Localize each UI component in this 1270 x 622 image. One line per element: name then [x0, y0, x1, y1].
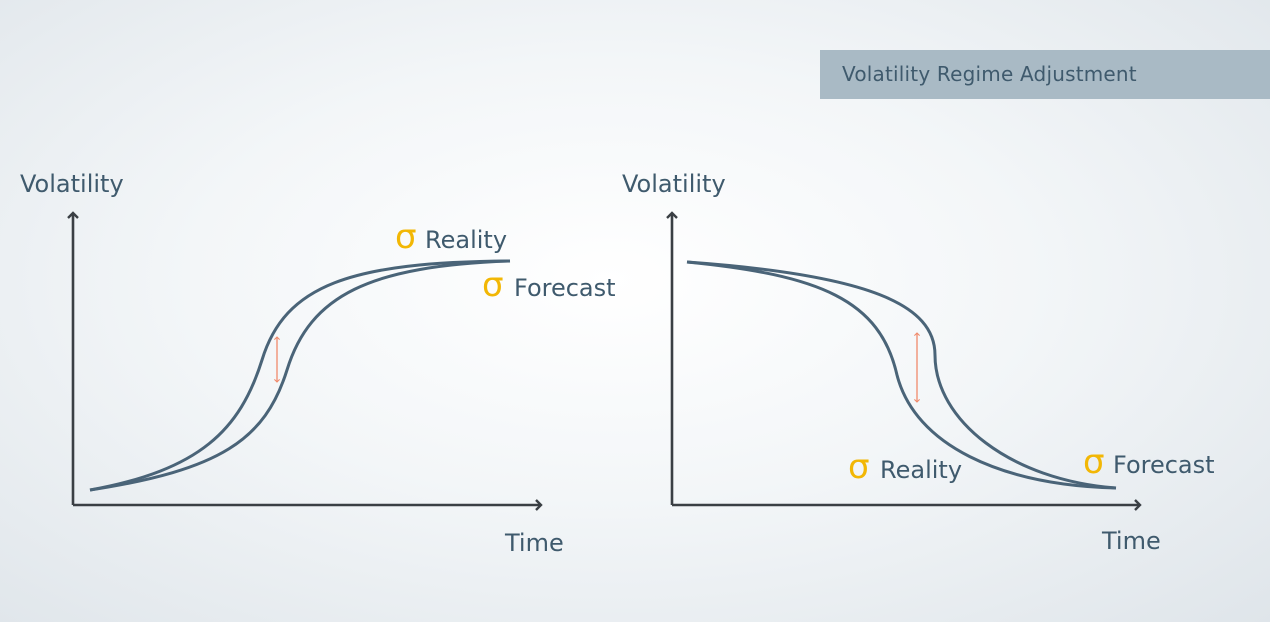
right-reality-curve: [686, 260, 1117, 490]
right-x-axis-label: Time: [1101, 527, 1161, 555]
right-reality-label: Reality: [880, 456, 962, 484]
right-forecast-label: Forecast: [1113, 451, 1215, 479]
left-reality-curve: [89, 259, 511, 492]
left-forecast-label: Forecast: [514, 274, 616, 302]
left-reality-label: Reality: [425, 226, 507, 254]
right-panel: Volatility Time σ Reality σ Forecast: [622, 170, 1215, 555]
left-forecast-curve: [89, 259, 511, 492]
left-forecast-sigma: σ: [482, 265, 504, 305]
right-forecast-sigma: σ: [1083, 442, 1105, 482]
left-y-axis-label: Volatility: [20, 170, 124, 198]
left-panel: Volatility Time σ Reality σ Forecast: [20, 170, 616, 557]
right-y-axis-label: Volatility: [622, 170, 726, 198]
left-x-axis-label: Time: [504, 529, 564, 557]
right-forecast-curve: [686, 260, 1117, 490]
title-banner: Volatility Regime Adjustment: [820, 50, 1270, 99]
right-reality-sigma: σ: [848, 447, 870, 487]
left-reality-sigma: σ: [395, 217, 417, 257]
